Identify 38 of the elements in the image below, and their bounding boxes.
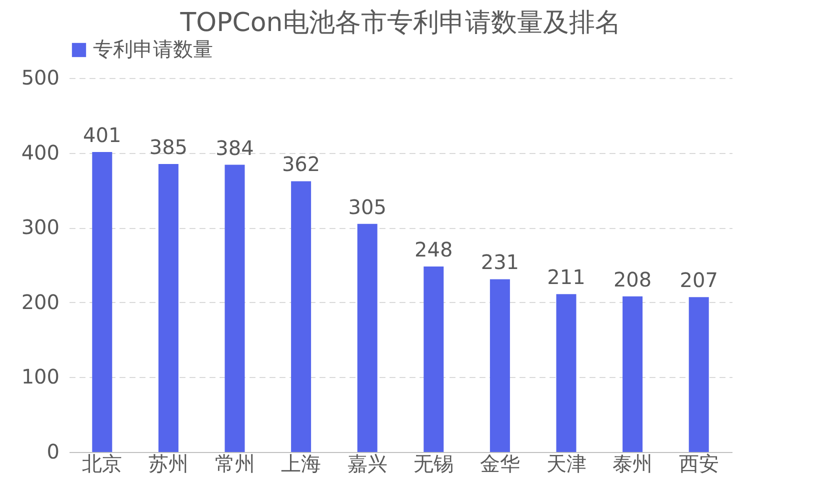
data-label: 401: [83, 123, 122, 148]
bar: [490, 279, 510, 452]
bar: [158, 164, 178, 452]
x-tick-label: 天津: [546, 452, 586, 476]
bar: [622, 296, 643, 452]
bar: [224, 164, 245, 452]
data-label: 384: [216, 136, 254, 160]
y-tick-label: 100: [21, 364, 60, 389]
x-tick-label: 金华: [480, 452, 520, 476]
bar: [424, 266, 444, 452]
bar: [357, 224, 378, 452]
data-label: 385: [149, 135, 188, 160]
data-label: 211: [547, 265, 586, 290]
data-label: 231: [480, 250, 520, 274]
x-tick-label: 苏州: [148, 452, 188, 476]
x-tick-label: 嘉兴: [347, 452, 388, 476]
bar: [291, 181, 312, 452]
x-tick-label: 无锡: [414, 452, 454, 476]
data-label: 305: [348, 194, 386, 219]
x-tick-label: 泰州: [612, 452, 653, 476]
data-label: 362: [282, 152, 320, 176]
data-label: 208: [613, 267, 652, 292]
y-tick-label: 300: [21, 215, 60, 240]
x-tick-label: 北京: [82, 452, 122, 476]
data-label: 207: [680, 268, 718, 292]
y-tick-label: 0: [46, 440, 60, 464]
x-tick-label: 常州: [214, 452, 255, 476]
data-label: 248: [414, 237, 453, 262]
legend-label: 专利申请数量: [93, 37, 213, 61]
x-tick-label: 上海: [281, 452, 322, 476]
x-tick-label: 西安: [678, 452, 719, 476]
y-tick-label: 400: [21, 140, 60, 164]
bar: [556, 294, 576, 452]
bar: [92, 152, 112, 452]
chart-title: TOPCon电池各市专利申请数量及排名: [179, 8, 621, 38]
bar: [688, 297, 709, 452]
y-tick-label: 500: [21, 66, 60, 90]
y-tick-label: 200: [21, 290, 60, 314]
